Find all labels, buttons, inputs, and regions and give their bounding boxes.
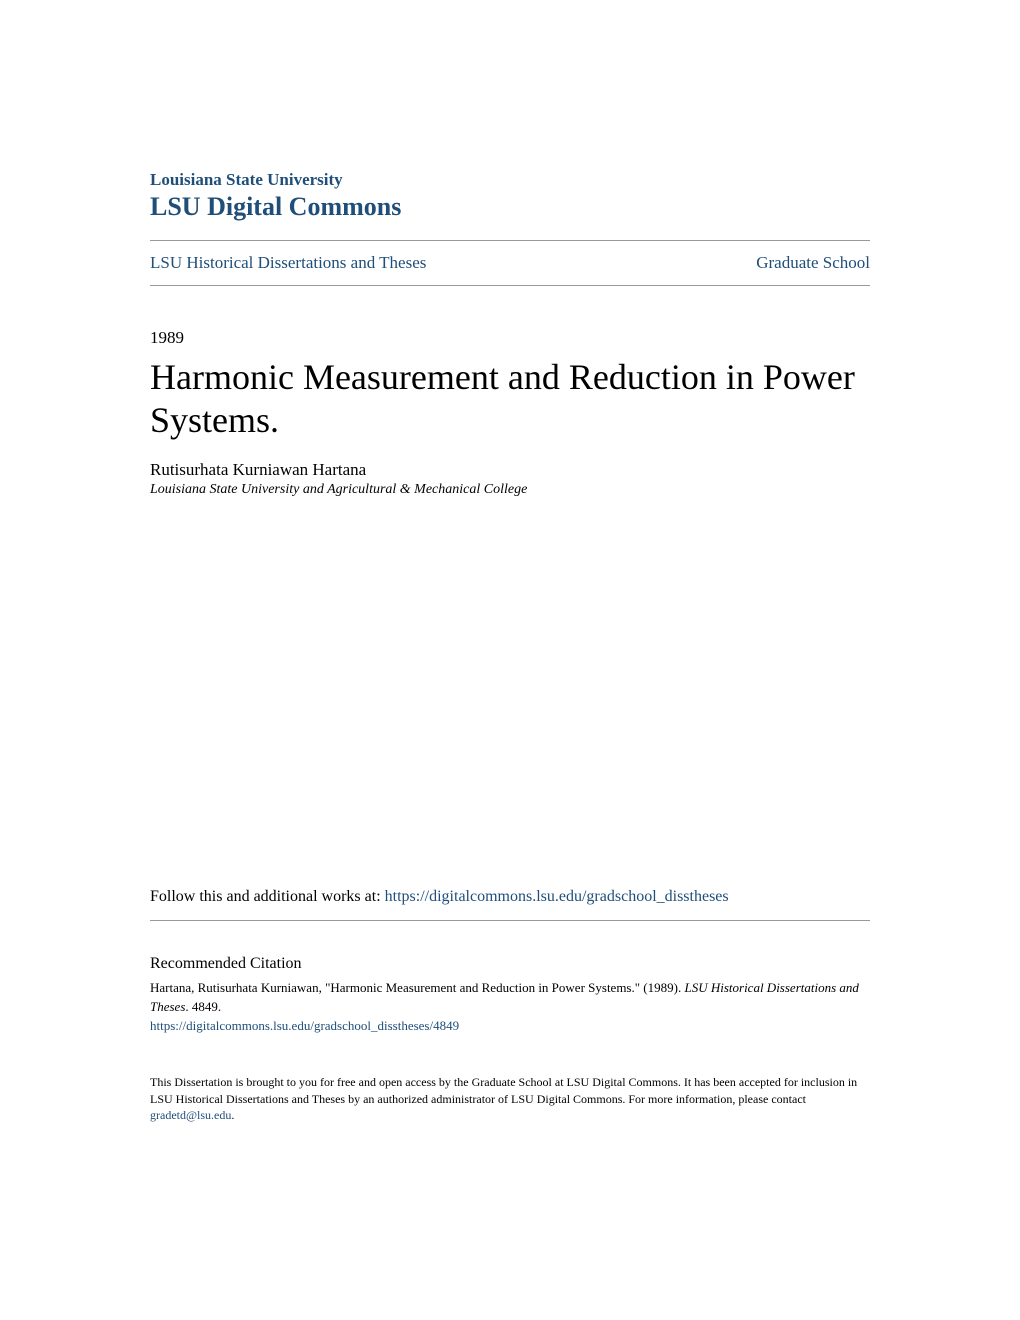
author-name: Rutisurhata Kurniawan Hartana xyxy=(150,460,870,480)
year-label: 1989 xyxy=(150,328,870,348)
author-affiliation: Louisiana State University and Agricultu… xyxy=(150,482,870,498)
school-link[interactable]: Graduate School xyxy=(756,253,870,273)
citation-part2: . 4849. xyxy=(185,999,221,1014)
citation-section: Recommended Citation Hartana, Rutisurhat… xyxy=(150,941,870,1033)
divider-bottom xyxy=(150,285,870,286)
footer-text: This Dissertation is brought to you for … xyxy=(150,1074,870,1124)
footer-body: This Dissertation is brought to you for … xyxy=(150,1075,857,1106)
divider-citation xyxy=(150,920,870,921)
footer-email-link[interactable]: gradetd@lsu.edu xyxy=(150,1108,231,1122)
document-title: Harmonic Measurement and Reduction in Po… xyxy=(150,356,870,442)
citation-text: Hartana, Rutisurhata Kurniawan, "Harmoni… xyxy=(150,979,870,1015)
page-container: Louisiana State University LSU Digital C… xyxy=(0,0,1020,1184)
nav-row: LSU Historical Dissertations and Theses … xyxy=(150,241,870,285)
collection-link[interactable]: LSU Historical Dissertations and Theses xyxy=(150,253,426,273)
header-block: Louisiana State University LSU Digital C… xyxy=(150,170,870,222)
institution-name: Louisiana State University xyxy=(150,170,870,190)
follow-link[interactable]: https://digitalcommons.lsu.edu/gradschoo… xyxy=(385,888,729,905)
repository-name[interactable]: LSU Digital Commons xyxy=(150,192,870,222)
citation-heading: Recommended Citation xyxy=(150,955,870,973)
citation-url-link[interactable]: https://digitalcommons.lsu.edu/gradschoo… xyxy=(150,1018,870,1034)
citation-part1: Hartana, Rutisurhata Kurniawan, "Harmoni… xyxy=(150,980,684,995)
follow-label: Follow this and additional works at: xyxy=(150,888,385,905)
follow-section: Follow this and additional works at: htt… xyxy=(150,888,870,906)
footer-end: . xyxy=(231,1108,234,1122)
